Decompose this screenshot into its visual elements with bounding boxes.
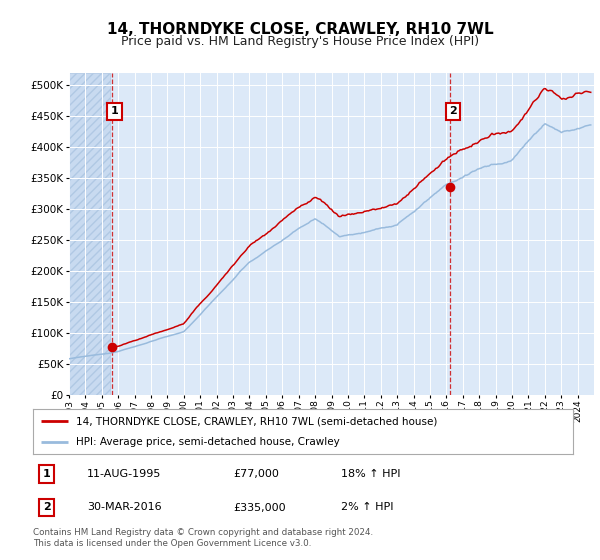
Text: 1: 1 [43, 469, 50, 479]
Text: 14, THORNDYKE CLOSE, CRAWLEY, RH10 7WL (semi-detached house): 14, THORNDYKE CLOSE, CRAWLEY, RH10 7WL (… [76, 416, 437, 426]
Text: 1: 1 [110, 106, 118, 116]
Text: 30-MAR-2016: 30-MAR-2016 [87, 502, 161, 512]
Text: 2% ↑ HPI: 2% ↑ HPI [341, 502, 394, 512]
Text: 18% ↑ HPI: 18% ↑ HPI [341, 469, 400, 479]
Bar [69, 73, 110, 395]
Text: 2: 2 [449, 106, 457, 116]
Text: Price paid vs. HM Land Registry's House Price Index (HPI): Price paid vs. HM Land Registry's House … [121, 35, 479, 48]
Text: Contains HM Land Registry data © Crown copyright and database right 2024.
This d: Contains HM Land Registry data © Crown c… [33, 528, 373, 548]
Text: 11-AUG-1995: 11-AUG-1995 [87, 469, 161, 479]
Text: £335,000: £335,000 [233, 502, 286, 512]
Text: 14, THORNDYKE CLOSE, CRAWLEY, RH10 7WL: 14, THORNDYKE CLOSE, CRAWLEY, RH10 7WL [107, 22, 493, 38]
Text: 2: 2 [43, 502, 50, 512]
Text: £77,000: £77,000 [233, 469, 278, 479]
Text: HPI: Average price, semi-detached house, Crawley: HPI: Average price, semi-detached house,… [76, 437, 340, 447]
